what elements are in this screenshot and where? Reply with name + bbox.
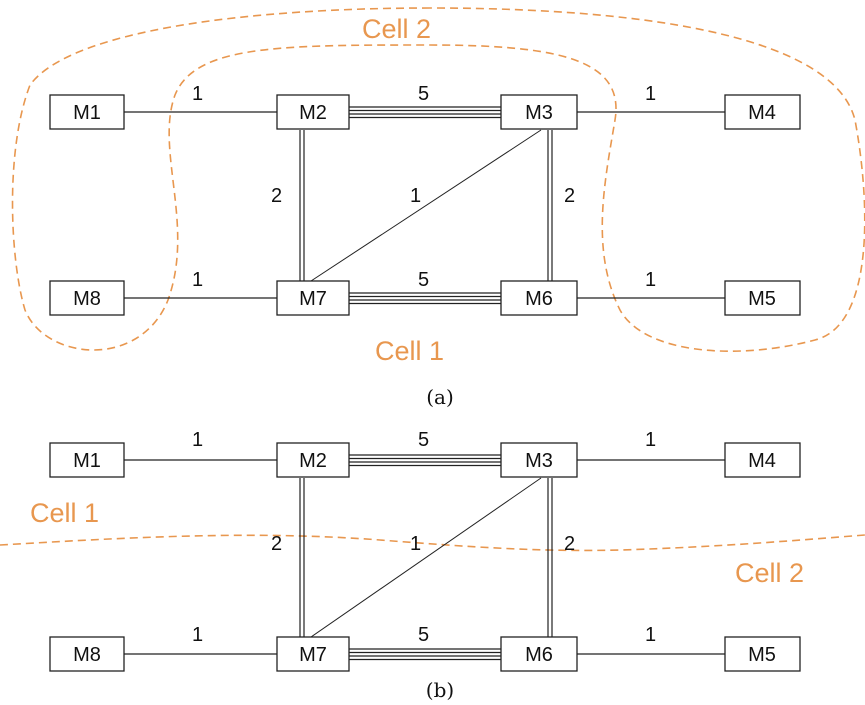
- machine-label: M8: [73, 288, 101, 310]
- machine-label: M2: [299, 450, 327, 472]
- edge-weight-m3-m6: 2: [564, 533, 575, 555]
- machine-node-m8: M8: [49, 280, 125, 316]
- edge-weight-m2-m7: 2: [271, 185, 282, 207]
- panel-b: Cell 1 Cell 2 1 5 1: [0, 429, 865, 702]
- edge-weight-m1-m2: 1: [192, 83, 203, 105]
- edge-weight-m3-m7: 1: [410, 533, 421, 555]
- machine-label: M3: [525, 450, 553, 472]
- edge-m2-m7: [299, 478, 305, 637]
- machine-node-m5: M5: [724, 636, 801, 672]
- edge-weight-m3-m6: 2: [564, 185, 575, 207]
- machine-node-m8: M8: [49, 636, 125, 672]
- machine-node-m7: M7: [276, 280, 350, 316]
- edge-weight-m2-m7: 2: [271, 533, 282, 555]
- edge-weight-m6-m5: 1: [645, 624, 656, 646]
- edge-weight-m2-m3: 5: [418, 83, 429, 105]
- edge-m7-m6: [349, 292, 501, 305]
- machine-label: M5: [748, 644, 776, 666]
- machine-node-m4: M4: [724, 94, 801, 130]
- machine-node-m1: M1: [49, 442, 125, 478]
- machine-node-m1: M1: [49, 94, 125, 130]
- machine-label: M6: [525, 288, 553, 310]
- edge-weight-m3-m4: 1: [645, 83, 656, 105]
- machine-label: M4: [748, 102, 776, 124]
- machine-node-m2: M2: [276, 94, 350, 130]
- machine-node-m6: M6: [500, 636, 578, 672]
- edge-m2-m7: [299, 130, 305, 281]
- machine-label: M4: [748, 450, 776, 472]
- cell-boundary-divider: [0, 534, 865, 552]
- edge-m3-m7: [310, 477, 542, 638]
- edge-m2-m3: [349, 454, 501, 467]
- caption-b: (b): [426, 678, 454, 702]
- edge-weight-m3-m7: 1: [410, 185, 421, 207]
- machine-node-m6: M6: [500, 280, 578, 316]
- machine-node-m3: M3: [500, 94, 578, 130]
- edge-m7-m6: [349, 648, 501, 661]
- cell-2-label: Cell 2: [735, 558, 804, 588]
- machine-label: M5: [748, 288, 776, 310]
- machine-label: M2: [299, 102, 327, 124]
- machine-label: M8: [73, 644, 101, 666]
- edge-m3-m6: [547, 478, 553, 637]
- machine-node-m7: M7: [276, 636, 350, 672]
- machine-label: M3: [525, 102, 553, 124]
- cell-1-label: Cell 1: [375, 336, 444, 366]
- machine-node-m3: M3: [500, 442, 578, 478]
- edge-m2-m3: [349, 106, 501, 119]
- edge-weight-m8-m7: 1: [192, 624, 203, 646]
- machine-label: M7: [299, 644, 327, 666]
- edge-m3-m6: [547, 130, 553, 281]
- edge-weight-m6-m5: 1: [645, 269, 656, 291]
- cell-2-label: Cell 2: [362, 14, 431, 44]
- cell-1-label: Cell 1: [30, 498, 99, 528]
- edge-m3-m7: [310, 129, 542, 282]
- edge-weight-m3-m4: 1: [645, 429, 656, 451]
- panel-a: Cell 2 Cell 1 1 5 1: [11, 7, 865, 409]
- edge-weight-m7-m6: 5: [418, 624, 429, 646]
- machine-node-m2: M2: [276, 442, 350, 478]
- edge-weight-m8-m7: 1: [192, 269, 203, 291]
- edge-weight-m1-m2: 1: [192, 429, 203, 451]
- machine-label: M1: [73, 102, 101, 124]
- caption-a: (a): [426, 385, 454, 409]
- edge-weight-m7-m6: 5: [418, 269, 429, 291]
- machine-label: M6: [525, 644, 553, 666]
- machine-label: M1: [73, 450, 101, 472]
- machine-label: M7: [299, 288, 327, 310]
- machine-node-m4: M4: [724, 442, 801, 478]
- machine-node-m5: M5: [724, 280, 801, 316]
- edge-weight-m2-m3: 5: [418, 429, 429, 451]
